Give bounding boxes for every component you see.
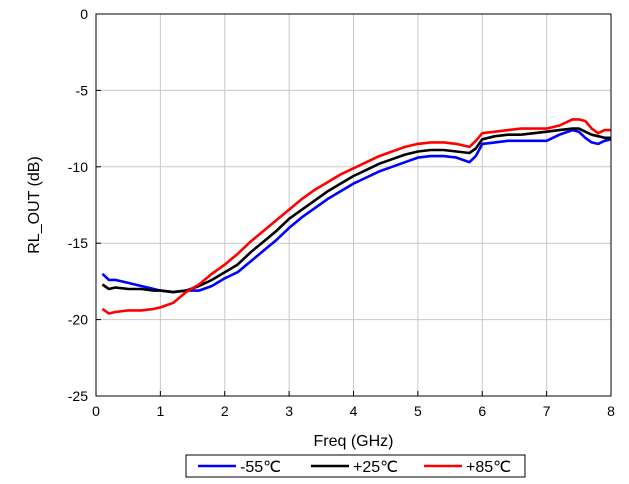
axis-ticks: 0 1 2 3 4 5 6 7 8 0 -5 -10 -15 -20 -25	[68, 6, 615, 419]
x-tick-label: 5	[414, 403, 422, 419]
series-line-0	[101, 128, 612, 294]
x-tick-label: 4	[350, 403, 358, 419]
series-line-2	[101, 118, 611, 315]
y-tick-label: -15	[68, 235, 88, 251]
series-lines	[101, 118, 612, 315]
legend-label: -55℃	[240, 459, 281, 476]
y-tick-label: -25	[68, 388, 88, 404]
y-tick-label: -20	[68, 312, 88, 328]
y-axis-title: RL_OUT (dB)	[26, 156, 43, 254]
legend-label: +25℃	[353, 459, 398, 476]
y-tick-label: -5	[76, 82, 89, 98]
legend-label: +85℃	[466, 459, 511, 476]
y-tick-label: 0	[80, 6, 88, 22]
x-axis-title: Freq (GHz)	[314, 433, 394, 450]
x-tick-label: 1	[156, 403, 164, 419]
x-tick-label: 0	[92, 403, 100, 419]
x-tick-label: 7	[543, 403, 551, 419]
y-tick-label: -10	[68, 159, 88, 175]
x-tick-label: 8	[607, 403, 615, 419]
legend-box	[185, 454, 526, 478]
series-line-1	[101, 127, 611, 294]
grid	[96, 14, 611, 396]
legend: -55℃ +25℃ +85℃	[185, 454, 526, 478]
x-tick-label: 2	[221, 403, 229, 419]
x-tick-label: 6	[478, 403, 486, 419]
x-tick-label: 3	[285, 403, 293, 419]
